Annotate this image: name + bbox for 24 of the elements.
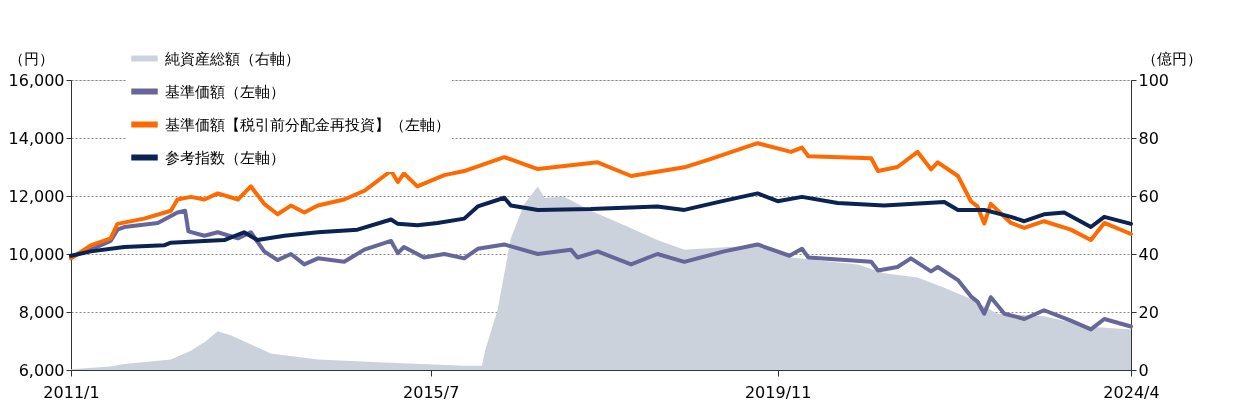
y-tick-label: 14,000 (8, 128, 65, 148)
legend-label: 基準価額（左軸） (165, 82, 285, 101)
y-tick-label: 8,000 (18, 302, 65, 322)
legend-label: 純資産総額（右軸） (165, 49, 300, 68)
line-series (69, 141, 1133, 261)
y2-tick-label: 60 (1138, 186, 1159, 206)
y2-tick-label: 80 (1138, 128, 1159, 148)
x-tick-label: 2015/7 (403, 382, 460, 402)
y-tick-label: 12,000 (8, 186, 65, 206)
y2-tick-label: 20 (1138, 302, 1159, 322)
y-tick-label: 6,000 (18, 360, 65, 380)
y2-tick-label: 40 (1138, 244, 1159, 264)
y2-tick-label: 0 (1138, 360, 1149, 380)
y-tick-label: 16,000 (8, 70, 65, 90)
x-tick-label: 2011/1 (43, 382, 100, 402)
y-axis-title: （円） (9, 49, 54, 68)
y-tick-label: 10,000 (8, 244, 65, 264)
line-series (69, 191, 1133, 258)
y2-tick-label: 100 (1138, 70, 1170, 90)
x-tick-label: 2024/4 (1103, 382, 1160, 402)
x-tick-label: 2019/11 (744, 382, 812, 402)
y2-axis-title: （億円） (1141, 49, 1202, 68)
legend-label: 基準価額【税引前分配金再投資】（左軸） (165, 115, 450, 134)
legend-label: 参考指数（左軸） (165, 148, 285, 167)
